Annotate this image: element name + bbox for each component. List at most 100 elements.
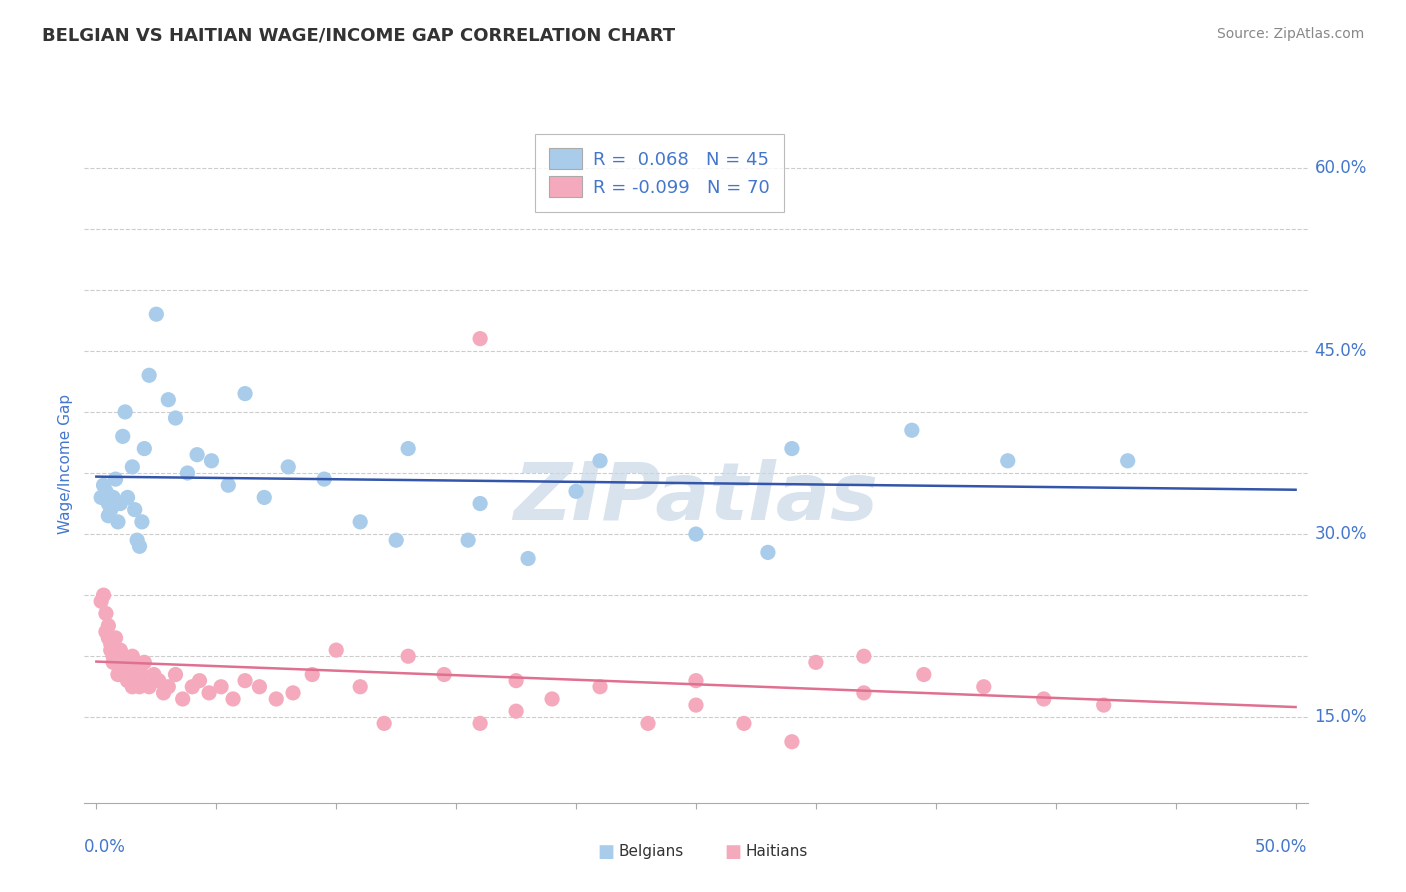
Point: [249, 680, 271, 694]
Point: [912, 667, 935, 681]
Point: [780, 735, 803, 749]
Point: [97, 508, 120, 523]
Text: 15.0%: 15.0%: [1315, 708, 1367, 726]
Point: [107, 667, 129, 681]
Point: [222, 692, 245, 706]
Point: [101, 649, 124, 664]
Point: [152, 686, 174, 700]
Point: [852, 686, 875, 700]
Point: [198, 686, 221, 700]
Point: [685, 673, 707, 688]
Point: [314, 472, 336, 486]
Point: [121, 649, 143, 664]
Point: [1116, 454, 1139, 468]
Point: [114, 667, 136, 681]
Point: [301, 667, 323, 681]
Point: [97, 631, 120, 645]
Point: [97, 497, 120, 511]
Point: [107, 649, 129, 664]
Point: [111, 429, 134, 443]
Point: [1092, 698, 1115, 712]
Point: [90, 491, 112, 505]
Point: [148, 673, 170, 688]
Y-axis label: Wage/Income Gap: Wage/Income Gap: [58, 393, 73, 534]
Point: [111, 649, 134, 664]
Point: [565, 484, 588, 499]
Point: [973, 680, 995, 694]
Text: 0.0%: 0.0%: [84, 838, 127, 856]
Point: [901, 423, 924, 437]
Point: [93, 478, 115, 492]
Point: [264, 692, 287, 706]
Point: [997, 454, 1019, 468]
Point: [181, 680, 204, 694]
Point: [172, 692, 194, 706]
Point: [114, 656, 136, 670]
Point: [114, 405, 136, 419]
Point: [780, 442, 803, 456]
Point: [188, 673, 211, 688]
Text: ■: ■: [724, 843, 741, 861]
Point: [121, 680, 143, 694]
Point: [100, 502, 122, 516]
Point: [209, 680, 232, 694]
Point: [131, 515, 153, 529]
Point: [505, 673, 527, 688]
Point: [541, 692, 564, 706]
Point: [111, 661, 134, 675]
Point: [281, 686, 304, 700]
Point: [124, 673, 146, 688]
Point: [124, 502, 146, 516]
Text: Haitians: Haitians: [745, 845, 807, 859]
Point: [804, 656, 827, 670]
Point: [128, 539, 150, 553]
Point: [396, 649, 419, 664]
Point: [253, 491, 276, 505]
Point: [433, 667, 456, 681]
Point: [277, 459, 299, 474]
Point: [104, 643, 127, 657]
Point: [110, 497, 132, 511]
Point: [100, 637, 122, 651]
Text: Source: ZipAtlas.com: Source: ZipAtlas.com: [1216, 27, 1364, 41]
Point: [110, 656, 132, 670]
Point: [100, 643, 122, 657]
Point: [733, 716, 755, 731]
Point: [104, 631, 127, 645]
Legend: R =  0.068   N = 45, R = -0.099   N = 70: R = 0.068 N = 45, R = -0.099 N = 70: [534, 134, 783, 211]
Point: [165, 411, 187, 425]
Point: [94, 624, 117, 639]
Point: [145, 307, 167, 321]
Point: [589, 680, 612, 694]
Point: [200, 454, 222, 468]
Point: [385, 533, 408, 548]
Point: [468, 332, 491, 346]
Text: ZIPatlas: ZIPatlas: [513, 458, 879, 537]
Point: [134, 656, 156, 670]
Point: [138, 680, 160, 694]
Point: [852, 649, 875, 664]
Point: [117, 661, 139, 675]
Text: 50.0%: 50.0%: [1256, 838, 1308, 856]
Point: [325, 643, 347, 657]
Point: [457, 533, 479, 548]
Point: [637, 716, 659, 731]
Point: [186, 448, 208, 462]
Point: [157, 392, 180, 407]
Text: Belgians: Belgians: [619, 845, 683, 859]
Point: [217, 478, 239, 492]
Point: [233, 386, 256, 401]
Point: [1032, 692, 1054, 706]
Point: [349, 680, 371, 694]
Point: [505, 704, 527, 718]
Point: [121, 459, 143, 474]
Point: [468, 497, 491, 511]
Point: [128, 680, 150, 694]
Point: [589, 454, 612, 468]
Point: [756, 545, 779, 559]
Point: [94, 607, 117, 621]
Point: [396, 442, 419, 456]
Point: [93, 588, 115, 602]
Point: [157, 680, 180, 694]
Text: ■: ■: [598, 843, 614, 861]
